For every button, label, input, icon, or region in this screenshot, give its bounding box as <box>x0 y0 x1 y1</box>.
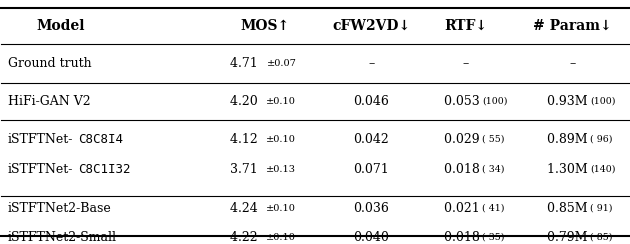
Text: 4.24: 4.24 <box>231 202 262 215</box>
Text: 0.85M: 0.85M <box>547 202 592 215</box>
Text: ±0.10: ±0.10 <box>265 233 295 242</box>
Text: ±0.10: ±0.10 <box>265 204 295 213</box>
Text: iSTFTNet-: iSTFTNet- <box>8 163 73 176</box>
Text: –: – <box>462 57 469 70</box>
Text: ( 85): ( 85) <box>590 233 613 242</box>
Text: 4.20: 4.20 <box>231 95 262 108</box>
Text: 0.89M: 0.89M <box>547 133 592 146</box>
Text: ( 35): ( 35) <box>482 233 505 242</box>
Text: ( 41): ( 41) <box>482 204 505 213</box>
Text: 0.042: 0.042 <box>353 133 389 146</box>
Text: C8C8I4: C8C8I4 <box>78 133 123 146</box>
Text: cFW2VD↓: cFW2VD↓ <box>333 19 411 32</box>
Text: 0.040: 0.040 <box>353 231 389 244</box>
Text: (100): (100) <box>590 97 616 106</box>
Text: –: – <box>569 57 575 70</box>
Text: 4.22: 4.22 <box>231 231 262 244</box>
Text: 0.018: 0.018 <box>444 231 483 244</box>
Text: iSTFTNet2-Small: iSTFTNet2-Small <box>8 231 117 244</box>
Text: 1.30M: 1.30M <box>547 163 592 176</box>
Text: (100): (100) <box>482 97 507 106</box>
Text: iSTFTNet2-Base: iSTFTNet2-Base <box>8 202 112 215</box>
Text: (140): (140) <box>590 165 616 174</box>
Text: 0.053: 0.053 <box>444 95 483 108</box>
Text: MOS↑: MOS↑ <box>240 19 289 32</box>
Text: ±0.07: ±0.07 <box>266 59 297 68</box>
Text: ±0.10: ±0.10 <box>265 97 295 106</box>
Text: ±0.13: ±0.13 <box>265 165 295 174</box>
Text: C8C1I32: C8C1I32 <box>78 163 130 176</box>
Text: 0.029: 0.029 <box>444 133 483 146</box>
Text: –: – <box>369 57 375 70</box>
Text: 0.018: 0.018 <box>444 163 483 176</box>
Text: 4.12: 4.12 <box>231 133 262 146</box>
Text: ( 34): ( 34) <box>482 165 505 174</box>
Text: iSTFTNet-: iSTFTNet- <box>8 133 73 146</box>
Text: 0.036: 0.036 <box>353 202 389 215</box>
Text: HiFi-GAN V2: HiFi-GAN V2 <box>8 95 90 108</box>
Text: ( 96): ( 96) <box>590 135 613 144</box>
Text: RTF↓: RTF↓ <box>444 19 487 32</box>
Text: ±0.10: ±0.10 <box>265 135 295 144</box>
Text: ( 91): ( 91) <box>590 204 613 213</box>
Text: 3.71: 3.71 <box>231 163 262 176</box>
Text: 0.046: 0.046 <box>353 95 389 108</box>
Text: 0.021: 0.021 <box>444 202 483 215</box>
Text: # Param↓: # Param↓ <box>533 19 612 32</box>
Text: 0.071: 0.071 <box>353 163 389 176</box>
Text: Ground truth: Ground truth <box>8 57 91 70</box>
Text: 4.71: 4.71 <box>231 57 262 70</box>
Text: ( 55): ( 55) <box>482 135 505 144</box>
Text: Model: Model <box>37 19 85 32</box>
Text: 0.79M: 0.79M <box>547 231 592 244</box>
Text: 0.93M: 0.93M <box>547 95 592 108</box>
